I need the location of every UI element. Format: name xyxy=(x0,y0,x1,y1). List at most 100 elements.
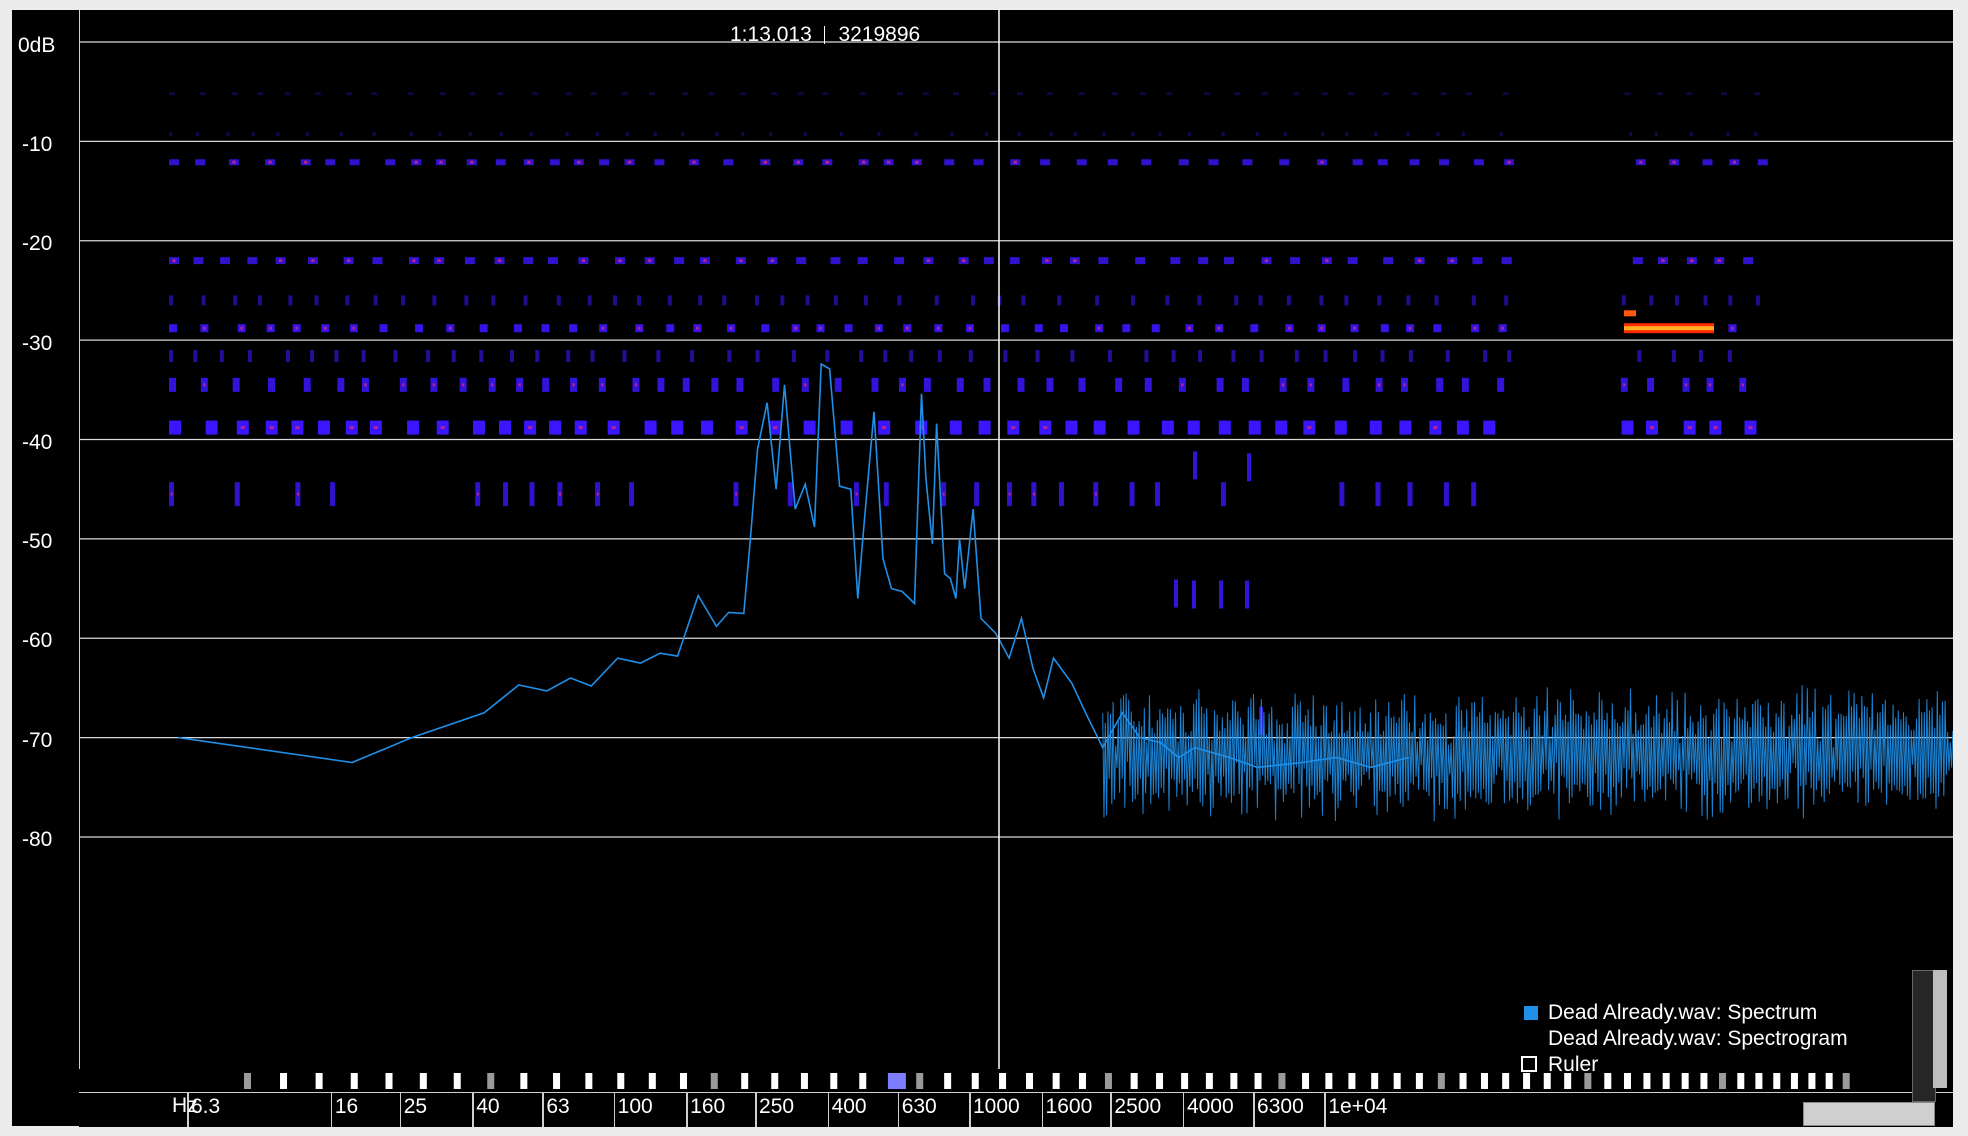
spectrogram-cell xyxy=(1353,326,1356,330)
piano-key xyxy=(1026,1073,1034,1089)
spectrum-plot-area[interactable] xyxy=(79,10,1953,1069)
piano-key xyxy=(1643,1073,1651,1089)
spectrogram-cell xyxy=(1217,326,1221,330)
spectrogram-cell xyxy=(278,259,283,263)
spectrogram-cell xyxy=(681,132,685,137)
spectrum-swatch-icon xyxy=(1524,1006,1538,1020)
zoom-slider[interactable] xyxy=(1803,1102,1935,1126)
spectrogram-cell xyxy=(373,295,378,306)
spectrogram-cell xyxy=(1623,383,1626,387)
spectrogram-cell xyxy=(1098,257,1109,265)
spectrogram-cell xyxy=(825,350,830,363)
spectrogram-cell xyxy=(763,160,767,164)
spectrogram-cell xyxy=(1507,350,1512,363)
spectrogram-cell xyxy=(1726,132,1730,137)
spectrogram-cell xyxy=(199,92,206,96)
spectrogram-cell xyxy=(472,420,485,435)
spectrogram-cell xyxy=(1754,132,1758,137)
spectrogram-cell xyxy=(1461,132,1465,137)
spectrogram-cell xyxy=(1501,257,1512,265)
spectrogram-cell xyxy=(1178,159,1189,166)
spectrogram-cell xyxy=(735,492,738,496)
x-tick-mark xyxy=(897,1093,900,1127)
spectrogram-cell xyxy=(193,350,198,363)
piano-key xyxy=(1348,1073,1356,1089)
spectrogram-cell xyxy=(1218,420,1231,435)
spectrogram-cell xyxy=(1671,350,1676,363)
spectrogram-cell xyxy=(696,326,699,330)
grid-lines xyxy=(79,41,1953,838)
vertical-scroll-thumb[interactable] xyxy=(1933,970,1947,1088)
spectrogram-cell xyxy=(523,257,534,265)
legend-item-ruler[interactable]: Ruler xyxy=(1520,1052,1848,1078)
spectrogram-cell xyxy=(1319,295,1324,306)
spectrogram-cell xyxy=(1436,132,1440,137)
piano-key xyxy=(1480,1073,1488,1089)
spectrogram-cell xyxy=(364,383,367,387)
spectrogram-cell xyxy=(577,160,581,164)
spectrogram-cell xyxy=(1008,492,1011,496)
spectrogram-cell xyxy=(440,426,445,430)
spectrogram-cell xyxy=(1290,257,1301,265)
spectrogram-cell xyxy=(1073,132,1077,137)
piano-key xyxy=(553,1073,561,1089)
legend-item-spectrum[interactable]: Dead Already.wav: Spectrum xyxy=(1520,1000,1848,1026)
spectrogram-cell xyxy=(233,295,238,306)
spectrogram-cell xyxy=(1181,383,1184,387)
spectrogram-cell xyxy=(1078,92,1085,96)
piano-key xyxy=(1808,1073,1816,1089)
spectrogram-cell xyxy=(1687,426,1692,430)
spectrogram-cell xyxy=(1465,92,1472,96)
spectrogram-cell xyxy=(1713,426,1718,430)
spectrogram-cell xyxy=(1221,132,1225,137)
piano-key xyxy=(1371,1073,1379,1089)
spectrogram-cell xyxy=(1264,259,1269,263)
piano-key xyxy=(617,1073,625,1089)
spectrogram-cell xyxy=(345,295,350,306)
spectrogram-cell xyxy=(1171,350,1176,363)
piano-key xyxy=(585,1073,593,1089)
spectrogram-cell xyxy=(541,324,550,333)
piano-keyboard[interactable] xyxy=(79,1072,1953,1090)
spectrogram-cell xyxy=(226,132,230,137)
spectrogram-cell xyxy=(1629,132,1633,137)
spectrogram-cell xyxy=(1093,420,1106,435)
spectrogram-cell xyxy=(1382,92,1389,96)
spectrogram-cell xyxy=(1445,350,1450,363)
spectrogram-cell xyxy=(1102,132,1106,137)
spectrogram-cell xyxy=(514,324,523,333)
spectrogram-cell xyxy=(1754,92,1761,96)
spectrogram-cell xyxy=(956,377,964,392)
spectrogram-cell xyxy=(426,350,431,363)
spectrogram-cell xyxy=(1637,350,1642,363)
legend-item-spectrogram[interactable]: Dead Already.wav: Spectrogram xyxy=(1520,1026,1848,1052)
spectrogram-cell xyxy=(578,426,583,430)
spectrogram-cell xyxy=(558,492,561,496)
spectrogram-cell xyxy=(1342,377,1350,392)
spectrogram-cell xyxy=(232,377,240,392)
piano-key xyxy=(1052,1073,1060,1089)
ruler-checkbox-icon[interactable] xyxy=(1521,1056,1537,1072)
x-tick-mark xyxy=(755,1093,757,1127)
spectrogram-cell xyxy=(942,492,945,496)
spectrogram-cell xyxy=(469,92,476,96)
spectrogram-cell xyxy=(1045,259,1049,263)
spectrogram-overlay xyxy=(169,92,1768,735)
y-tick-label: -10 xyxy=(22,133,53,156)
spectrogram-cell xyxy=(303,377,311,392)
spectrogram-cell xyxy=(169,350,173,363)
spectrogram-cell xyxy=(653,132,657,137)
spectrogram-cell xyxy=(1259,350,1264,363)
spectrogram-cell xyxy=(825,160,829,164)
spectrogram-cell xyxy=(285,350,290,363)
piano-key xyxy=(1662,1073,1670,1089)
spectrogram-cell xyxy=(1112,92,1119,96)
cursor-sample: 3219896 xyxy=(838,23,921,46)
spectrogram-cell xyxy=(1334,420,1347,435)
spectrogram-cell xyxy=(232,160,236,164)
spectrogram-cell xyxy=(1377,295,1382,306)
spectrogram-cell xyxy=(1507,160,1511,164)
spectrogram-cell xyxy=(1135,257,1146,265)
spectrogram-cell xyxy=(1234,92,1241,96)
spectrogram-cell xyxy=(1406,132,1410,137)
